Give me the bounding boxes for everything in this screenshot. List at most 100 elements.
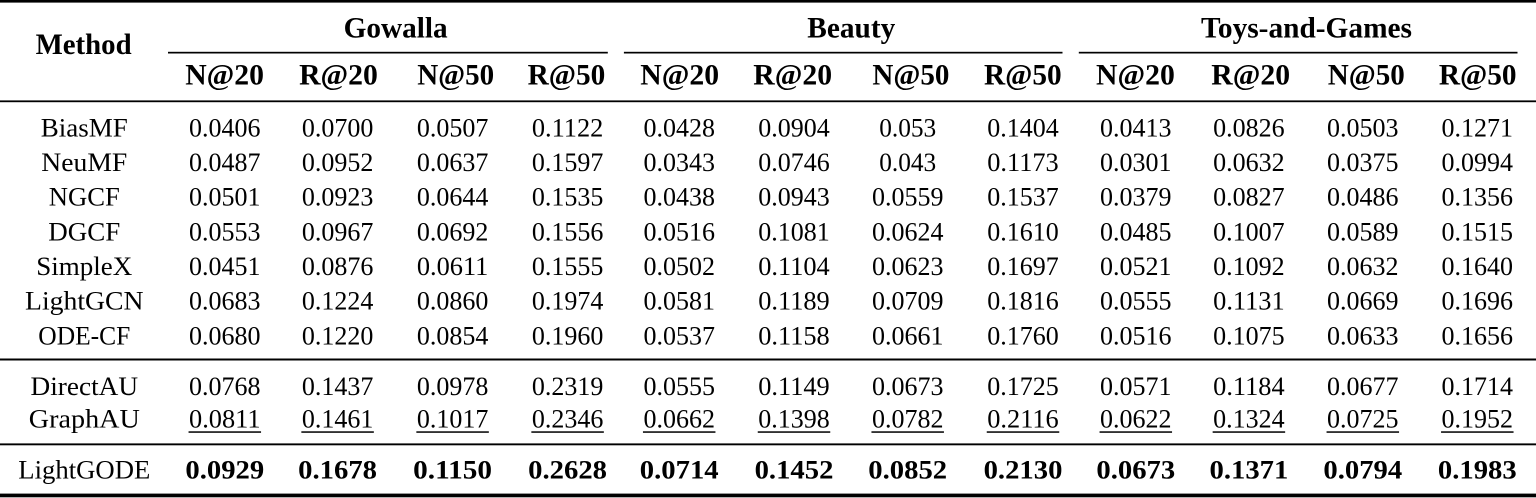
svg-text:0.0379: 0.0379: [1100, 182, 1172, 212]
svg-text:ODE-CF: ODE-CF: [38, 320, 130, 350]
svg-text:N@50: N@50: [872, 58, 949, 91]
svg-text:N@50: N@50: [1328, 58, 1405, 91]
svg-text:0.1131: 0.1131: [1213, 286, 1285, 316]
svg-text:0.0683: 0.0683: [189, 286, 260, 316]
svg-text:R@20: R@20: [753, 58, 832, 91]
svg-text:0.1556: 0.1556: [532, 216, 604, 246]
svg-text:0.1983: 0.1983: [1438, 455, 1517, 485]
svg-text:0.0559: 0.0559: [872, 182, 944, 212]
svg-text:0.0644: 0.0644: [417, 182, 489, 212]
svg-text:0.1515: 0.1515: [1442, 216, 1514, 246]
svg-text:0.0661: 0.0661: [872, 320, 944, 350]
svg-text:0.1437: 0.1437: [302, 371, 374, 401]
svg-text:0.1075: 0.1075: [1213, 320, 1285, 350]
svg-text:0.0555: 0.0555: [643, 371, 715, 401]
svg-text:0.0553: 0.0553: [189, 216, 260, 246]
svg-text:0.1697: 0.1697: [987, 251, 1059, 281]
svg-text:0.0994: 0.0994: [1442, 147, 1514, 177]
svg-text:0.0622: 0.0622: [1100, 404, 1172, 434]
svg-text:0.0589: 0.0589: [1327, 216, 1399, 246]
svg-text:0.1452: 0.1452: [755, 455, 834, 485]
svg-text:0.1017: 0.1017: [417, 404, 489, 434]
svg-text:0.0904: 0.0904: [758, 112, 830, 142]
svg-text:0.0438: 0.0438: [643, 182, 715, 212]
svg-text:0.1271: 0.1271: [1442, 112, 1514, 142]
svg-text:0.0943: 0.0943: [758, 182, 830, 212]
svg-text:0.1149: 0.1149: [758, 371, 830, 401]
svg-text:Method: Method: [36, 28, 132, 61]
svg-text:0.1725: 0.1725: [987, 371, 1059, 401]
svg-text:0.1158: 0.1158: [758, 320, 830, 350]
svg-text:0.0516: 0.0516: [643, 216, 715, 246]
svg-text:LightGCN: LightGCN: [25, 286, 143, 316]
svg-text:0.1220: 0.1220: [302, 320, 374, 350]
svg-text:0.1640: 0.1640: [1442, 251, 1514, 281]
svg-text:0.0632: 0.0632: [1213, 147, 1285, 177]
svg-text:0.0486: 0.0486: [1327, 182, 1399, 212]
svg-text:R@50: R@50: [528, 58, 606, 91]
svg-text:0.1555: 0.1555: [532, 251, 604, 281]
svg-text:0.0537: 0.0537: [643, 320, 715, 350]
svg-text:N@20: N@20: [640, 58, 719, 91]
svg-text:Gowalla: Gowalla: [344, 11, 448, 44]
svg-text:0.0692: 0.0692: [417, 216, 489, 246]
svg-text:0.0709: 0.0709: [872, 286, 944, 316]
svg-text:0.0794: 0.0794: [1323, 455, 1402, 485]
svg-text:0.0516: 0.0516: [1100, 320, 1172, 350]
svg-text:0.1371: 0.1371: [1210, 455, 1289, 485]
svg-text:0.1122: 0.1122: [532, 112, 604, 142]
svg-text:0.0571: 0.0571: [1100, 371, 1172, 401]
svg-text:0.0501: 0.0501: [189, 182, 260, 212]
svg-text:0.0521: 0.0521: [1100, 251, 1172, 281]
svg-text:GraphAU: GraphAU: [29, 404, 140, 434]
svg-text:N@20: N@20: [185, 58, 264, 91]
svg-text:DirectAU: DirectAU: [31, 371, 139, 401]
svg-text:0.2346: 0.2346: [532, 404, 604, 434]
svg-text:0.0852: 0.0852: [868, 455, 947, 485]
svg-text:0.1610: 0.1610: [987, 216, 1059, 246]
svg-text:0.1398: 0.1398: [758, 404, 830, 434]
svg-text:R@20: R@20: [299, 58, 378, 91]
svg-text:0.0637: 0.0637: [417, 147, 489, 177]
svg-text:0.1974: 0.1974: [532, 286, 604, 316]
svg-text:NeuMF: NeuMF: [41, 147, 127, 177]
svg-text:0.0375: 0.0375: [1327, 147, 1399, 177]
svg-text:0.0428: 0.0428: [643, 112, 715, 142]
svg-text:0.0633: 0.0633: [1327, 320, 1399, 350]
svg-text:0.1535: 0.1535: [532, 182, 604, 212]
svg-text:0.1404: 0.1404: [987, 112, 1059, 142]
svg-text:N@50: N@50: [417, 58, 494, 91]
svg-text:0.0581: 0.0581: [643, 286, 715, 316]
svg-text:0.2130: 0.2130: [984, 455, 1063, 485]
svg-text:0.0624: 0.0624: [872, 216, 944, 246]
svg-text:Toys-and-Games: Toys-and-Games: [1201, 11, 1412, 44]
svg-text:0.2116: 0.2116: [987, 404, 1059, 434]
svg-text:0.0923: 0.0923: [302, 182, 374, 212]
svg-text:0.1104: 0.1104: [758, 251, 830, 281]
svg-text:0.1081: 0.1081: [758, 216, 830, 246]
svg-text:0.0782: 0.0782: [872, 404, 944, 434]
svg-text:0.1461: 0.1461: [302, 404, 374, 434]
svg-text:0.0677: 0.0677: [1327, 371, 1399, 401]
svg-text:0.0507: 0.0507: [417, 112, 489, 142]
svg-text:0.1007: 0.1007: [1213, 216, 1285, 246]
svg-text:0.1960: 0.1960: [532, 320, 604, 350]
svg-text:SimpleX: SimpleX: [36, 251, 132, 281]
svg-text:0.0673: 0.0673: [1096, 455, 1175, 485]
svg-text:0.1537: 0.1537: [987, 182, 1059, 212]
svg-text:Beauty: Beauty: [807, 11, 895, 44]
svg-text:0.043: 0.043: [879, 147, 936, 177]
svg-text:0.0662: 0.0662: [643, 404, 715, 434]
svg-text:0.0876: 0.0876: [302, 251, 374, 281]
svg-text:0.0826: 0.0826: [1213, 112, 1285, 142]
svg-text:0.0413: 0.0413: [1100, 112, 1172, 142]
svg-text:0.0632: 0.0632: [1327, 251, 1399, 281]
svg-text:0.0714: 0.0714: [640, 455, 719, 485]
svg-text:0.1224: 0.1224: [302, 286, 374, 316]
svg-text:0.0929: 0.0929: [185, 455, 264, 485]
svg-text:0.0343: 0.0343: [643, 147, 715, 177]
svg-text:0.0485: 0.0485: [1100, 216, 1172, 246]
svg-text:0.0673: 0.0673: [872, 371, 944, 401]
svg-text:DGCF: DGCF: [48, 216, 120, 246]
svg-text:0.0611: 0.0611: [417, 251, 489, 281]
